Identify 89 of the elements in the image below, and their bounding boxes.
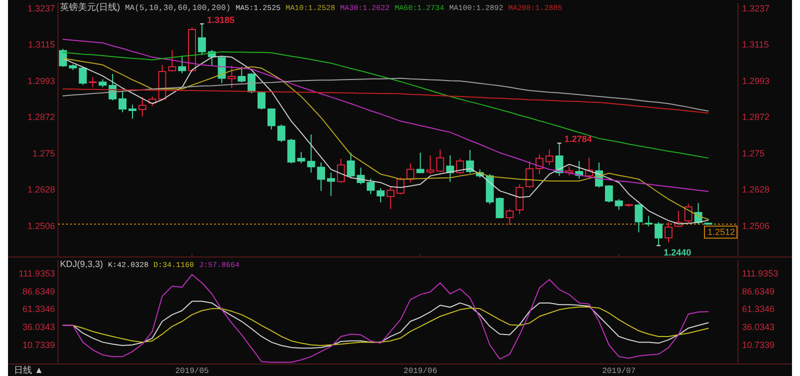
candlestick: [456, 158, 464, 175]
y-tick-label: 1.275: [32, 148, 55, 158]
y2-tick-label: 111.9353: [742, 268, 778, 278]
legend-title: MA(5,10,30,60,100,200): [125, 4, 231, 13]
candlestick: [88, 76, 97, 88]
candlestick: [634, 203, 643, 233]
y-tick-label: 1.2506: [27, 220, 55, 231]
candlestick: [336, 158, 345, 183]
annotation: 1.2784: [564, 134, 592, 144]
y2-tick-label: 1.3115: [742, 40, 769, 50]
y2-tick-label: 10.7339: [742, 340, 775, 350]
line-series: [62, 51, 709, 159]
text: 日线 ▲: [14, 365, 44, 375]
candlestick: [416, 152, 424, 174]
candlestick: [118, 90, 126, 113]
y-tick-label: 36.0343: [22, 322, 55, 332]
y-tick-label: 1.3237: [27, 3, 55, 14]
annotation: 1.3185: [206, 14, 234, 25]
candlestick: [248, 72, 256, 94]
y2-tick-label: 1.2872: [742, 112, 770, 122]
candlestick: [168, 50, 176, 72]
line-series: [62, 78, 709, 112]
candlestick: [545, 148, 554, 166]
x-tick-label: 2019/06: [404, 367, 438, 376]
line-series: [62, 38, 709, 192]
y2-tick-label: 1.2506: [742, 220, 770, 231]
candlestick: [128, 104, 136, 120]
y-tick-label: 61.3346: [22, 304, 55, 314]
y2-tick-label: 61.3346: [742, 304, 775, 314]
candlestick: [526, 160, 534, 188]
candlestick: [506, 208, 514, 226]
y-tick-label: 1.3115: [28, 40, 55, 50]
line-series: [62, 274, 709, 363]
candlestick: [535, 154, 544, 175]
y2-tick-label: 1.3237: [742, 3, 770, 14]
chart-title: KDJ(9,3,3): [60, 259, 104, 269]
candlestick: [238, 66, 246, 83]
y2-tick-label: 1.2993: [742, 76, 770, 86]
candlestick: [267, 108, 276, 130]
y2-tick-label: 1.275: [742, 148, 765, 158]
candlestick: [346, 152, 355, 178]
candlestick: [376, 188, 385, 203]
chart-title: 英镑美元(日线): [60, 2, 120, 12]
candlestick: [624, 203, 633, 208]
candlestick: [486, 174, 494, 205]
candlestick: [396, 176, 404, 195]
candlestick: [426, 154, 434, 175]
candlestick: [327, 172, 335, 196]
y-tick-label: 1.2628: [27, 184, 55, 195]
candlestick: [258, 90, 266, 110]
candlestick: [78, 66, 87, 86]
candlestick: [654, 222, 663, 246]
candlestick: [684, 203, 692, 223]
y-tick-label: 111.9353: [18, 268, 55, 278]
line-series: [62, 88, 709, 114]
x-tick-label: 2019/07: [602, 367, 636, 376]
candlestick: [604, 184, 613, 203]
candlestick: [228, 65, 236, 89]
candlestick: [188, 26, 196, 72]
y-tick-label: 86.6349: [22, 286, 55, 296]
y-tick-label: 1.2993: [27, 76, 55, 86]
candlestick: [664, 222, 672, 243]
candlestick: [516, 184, 524, 215]
candlestick: [644, 215, 653, 227]
candlestick: [386, 186, 395, 210]
candlestick: [58, 48, 67, 68]
candlestick: [446, 154, 454, 182]
candlestick: [198, 23, 206, 56]
candlestick: [406, 162, 414, 183]
candlestick: [98, 78, 107, 88]
candlestick: [436, 148, 444, 173]
candlestick: [277, 124, 286, 142]
ref-line-label: 1.2512: [707, 227, 735, 238]
candlestick: [68, 64, 77, 70]
y2-tick-label: 86.6349: [742, 286, 775, 296]
candlestick: [496, 196, 504, 219]
y-tick-label: 10.7339: [22, 340, 55, 350]
y2-tick-label: 36.0343: [742, 322, 775, 332]
candlestick: [317, 162, 326, 192]
candlestick: [307, 134, 316, 174]
x-tick-label: 2019/05: [175, 367, 210, 376]
candlestick: [178, 56, 186, 74]
y2-tick-label: 1.2628: [742, 184, 770, 195]
y-tick-label: 1.2872: [27, 112, 55, 122]
annotation: 1.2440: [664, 248, 692, 258]
candlestick: [138, 96, 146, 117]
candlestick: [218, 56, 226, 84]
candlestick: [466, 150, 474, 174]
candlestick: [614, 198, 623, 210]
